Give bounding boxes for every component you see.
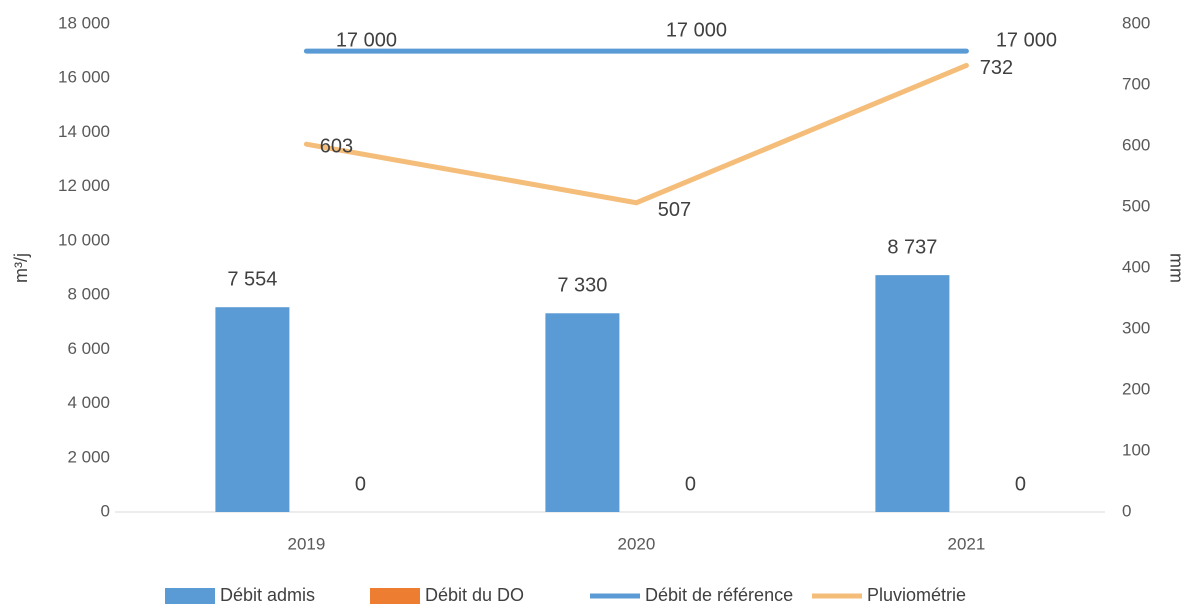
line: [303, 62, 969, 206]
y2-tick-label: 0: [1122, 501, 1131, 520]
data-label: 7 554: [227, 268, 277, 290]
data-label: 0: [1015, 473, 1026, 495]
bar: [215, 307, 290, 512]
legend-swatch: [370, 588, 420, 604]
y2-tick-label: 800: [1122, 13, 1150, 32]
data-label: 732: [980, 57, 1013, 79]
y-tick-label: 0: [101, 501, 110, 520]
data-label: 507: [658, 199, 691, 221]
legend-label: Pluviométrie: [867, 585, 966, 605]
bar: [545, 313, 620, 512]
y2-tick-label: 500: [1122, 196, 1150, 215]
y-tick-label: 14 000: [58, 122, 110, 141]
y2-tick-label: 600: [1122, 135, 1150, 154]
data-label: 7 330: [557, 275, 607, 297]
data-label: 603: [320, 135, 353, 157]
y-tick-label: 4 000: [67, 393, 110, 412]
data-label: 0: [355, 473, 366, 495]
legend-label: Débit de référence: [645, 585, 793, 605]
y-tick-label: 16 000: [58, 68, 110, 87]
y-tick-label: 8 000: [67, 285, 110, 304]
y-tick-label: 10 000: [58, 230, 110, 249]
data-label: 17 000: [666, 19, 727, 41]
data-label: 17 000: [996, 29, 1057, 51]
data-label: 17 000: [336, 29, 397, 51]
x-tick-label: 2020: [617, 534, 655, 553]
x-tick-label: 2019: [287, 534, 325, 553]
legend-swatch: [165, 588, 215, 604]
x-tick-label: 2021: [947, 534, 985, 553]
y-tick-label: 12 000: [58, 176, 110, 195]
data-label: 0: [685, 473, 696, 495]
legend-label: Débit du DO: [425, 585, 524, 605]
y2-tick-label: 200: [1122, 379, 1150, 398]
y2-tick-label: 100: [1122, 440, 1150, 459]
y-axis-label: m³/j: [11, 253, 31, 283]
data-label: 8 737: [887, 236, 937, 258]
y-tick-label: 18 000: [58, 13, 110, 32]
bar: [875, 275, 950, 512]
legend-label: Débit admis: [220, 585, 315, 605]
y2-tick-label: 400: [1122, 257, 1150, 276]
y2-axis-label: mm: [1166, 253, 1186, 283]
y-tick-label: 6 000: [67, 339, 110, 358]
y2-tick-label: 300: [1122, 318, 1150, 337]
y2-tick-label: 700: [1122, 74, 1150, 93]
y-tick-label: 2 000: [67, 447, 110, 466]
